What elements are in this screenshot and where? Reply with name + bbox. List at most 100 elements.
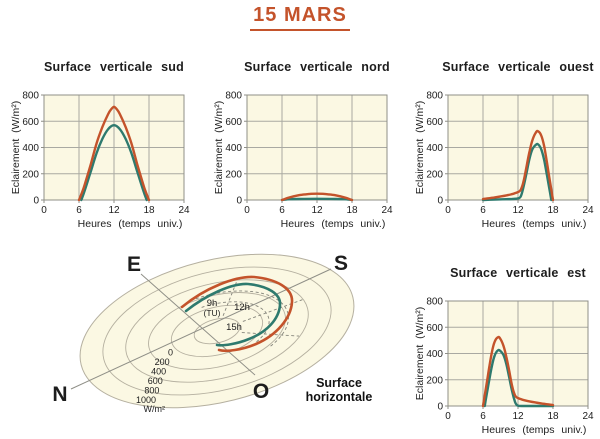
- x-tick-label: 24: [178, 205, 190, 216]
- ring-label-200: 200: [155, 357, 170, 367]
- x-tick-label: 12: [512, 411, 524, 422]
- hour-label-h12: 12h: [234, 302, 250, 313]
- chart-nord: 0 6 12 18 24 0 200 400 600 800 Heures (temps univ.…: [211, 80, 409, 237]
- ring-group: [79, 253, 355, 409]
- x-tick-label: 18: [547, 205, 559, 216]
- y-tick-label: 0: [437, 402, 443, 413]
- dashed-arc: [201, 301, 270, 344]
- horizontal-surface-diagram: E S N O 0 200 400 600 800 1000 W/m² 9h (TU) 12h 15h: [15, 240, 410, 439]
- y-tick-label: 400: [225, 143, 242, 154]
- y-tick-label: 200: [426, 375, 443, 386]
- x-tick-label: 24: [582, 205, 594, 216]
- y-tick-label: 0: [236, 196, 242, 207]
- compass-east: E: [127, 253, 141, 276]
- y-tick-label: 0: [437, 196, 443, 207]
- compass-south: S: [334, 252, 348, 275]
- nord-courbe-orange: [280, 192, 354, 202]
- x-axis-label: Heures (temps univ.): [281, 218, 386, 230]
- est-plot-svg: 0 6 12 18 24 0 200 400 600 800 Heures (temps univ.…: [414, 297, 594, 437]
- tick-labels: 0 6 12 18 24 0 200 400 600 800: [22, 91, 190, 217]
- horizontale-courbe-teal: [184, 282, 282, 347]
- ring-label-800: 800: [144, 386, 159, 396]
- x-tick-label: 12: [512, 205, 524, 216]
- y-axis-label: Eclairement (W/m²): [213, 101, 225, 194]
- chart-title-ouest: Surface verticale ouest: [442, 60, 594, 74]
- nord-courbe-teal: [280, 197, 354, 202]
- gridlines: [44, 95, 184, 200]
- est-courbe-teal: [483, 348, 555, 408]
- sud-courbe-teal: [80, 124, 148, 202]
- x-tick-label: 18: [547, 411, 559, 422]
- tick-labels: 0 6 12 18 24 0 200 400 600 800: [426, 297, 594, 423]
- x-tick-label: 24: [582, 411, 594, 422]
- nord-plot-svg: 0 6 12 18 24 0 200 400 600 800 Heures (temps univ.…: [213, 91, 393, 231]
- ring-units-label: W/m²: [144, 404, 166, 414]
- horizontale-courbe-orange: [180, 275, 294, 353]
- y-tick-label: 600: [22, 117, 39, 128]
- x-tick-label: 6: [480, 205, 486, 216]
- ring-label-600: 600: [148, 376, 163, 386]
- y-tick-label: 600: [426, 323, 443, 334]
- x-tick-label: 0: [445, 205, 451, 216]
- x-tick-label: 6: [279, 205, 285, 216]
- chart-ouest: 0 6 12 18 24 0 200 400 600 800 Heures (temps univ.…: [412, 80, 600, 237]
- tick-labels: 0 6 12 18 24 0 200 400 600 800: [225, 91, 393, 217]
- tick-labels: 0 6 12 18 24 0 200 400 600 800: [426, 91, 594, 217]
- x-tick-label: 6: [480, 411, 486, 422]
- y-tick-label: 800: [426, 297, 443, 308]
- chart-sud: 0 6 12 18 24 0 200 400 600 800 Heures (temps univ.…: [8, 80, 206, 237]
- y-tick-label: 200: [22, 169, 39, 180]
- y-axis-label: Eclairement (W/m²): [10, 101, 22, 194]
- ring-600: [125, 279, 309, 383]
- dashed-arc: [195, 290, 289, 348]
- ring-0: [193, 317, 241, 345]
- sud-plot-svg: 0 6 12 18 24 0 200 400 600 800 Heures (temps univ.…: [10, 91, 190, 231]
- x-axis-label: Heures (temps univ.): [482, 424, 587, 436]
- compass-north: N: [52, 383, 67, 406]
- hour-label-h9: 9h: [207, 298, 218, 309]
- y-tick-label: 0: [33, 196, 39, 207]
- y-tick-label: 200: [426, 169, 443, 180]
- y-tick-label: 400: [426, 143, 443, 154]
- gridlines: [247, 95, 387, 200]
- ring-800: [102, 266, 332, 396]
- ring-label-400: 400: [151, 367, 166, 377]
- y-axis-label: Eclairement (W/m²): [414, 307, 426, 400]
- horizontal-surface-label: Surface horizontale: [305, 376, 373, 404]
- y-axis-label: Eclairement (W/m²): [414, 101, 426, 194]
- x-tick-label: 0: [445, 411, 451, 422]
- x-tick-label: 24: [381, 205, 393, 216]
- y-tick-label: 600: [225, 117, 242, 128]
- ouest-plot-svg: 0 6 12 18 24 0 200 400 600 800 Heures (temps univ.…: [414, 91, 594, 231]
- chart-title-sud: Surface verticale sud: [44, 60, 184, 74]
- y-tick-label: 800: [225, 91, 242, 102]
- y-tick-label: 400: [22, 143, 39, 154]
- axis-east-west: [140, 273, 256, 376]
- x-axis-label: Heures (temps univ.): [482, 218, 587, 230]
- page-title: 15 MARS: [250, 4, 350, 31]
- x-tick-label: 12: [108, 205, 120, 216]
- hour-label-tu: (TU): [204, 308, 221, 318]
- sud-courbe-orange: [77, 105, 151, 202]
- y-tick-label: 800: [426, 91, 443, 102]
- ring-label-1000: 1000: [136, 395, 156, 405]
- x-tick-label: 0: [41, 205, 47, 216]
- x-tick-label: 12: [311, 205, 323, 216]
- outer-ring: [79, 253, 355, 409]
- gridlines: [448, 301, 588, 406]
- y-tick-label: 800: [22, 91, 39, 102]
- y-tick-label: 400: [426, 349, 443, 360]
- y-tick-label: 600: [426, 117, 443, 128]
- page-title-wrap: 15 MARS: [0, 4, 600, 31]
- ouest-courbe-orange: [481, 129, 555, 202]
- compass-west: O: [253, 380, 269, 403]
- chart-title-est: Surface verticale est: [450, 266, 586, 280]
- x-tick-label: 18: [346, 205, 358, 216]
- est-courbe-orange: [481, 335, 555, 408]
- ouest-courbe-teal: [481, 142, 553, 202]
- x-axis-label: Heures (temps univ.): [78, 218, 183, 230]
- y-tick-label: 200: [225, 169, 242, 180]
- chart-est: 0 6 12 18 24 0 200 400 600 800 Heures (temps univ.…: [412, 286, 600, 439]
